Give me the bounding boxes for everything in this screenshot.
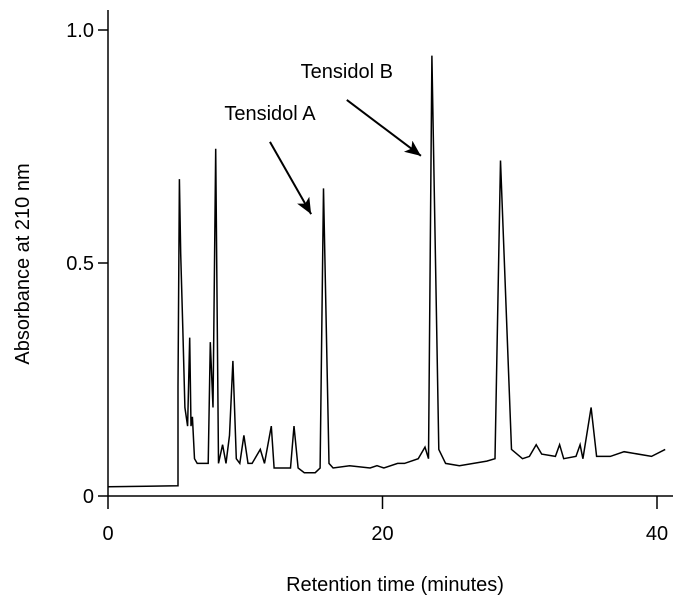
y-tick-label: 0.5 xyxy=(66,253,94,275)
y-axis-label: Absorbance at 210 nm xyxy=(12,163,34,364)
annotation-arrow xyxy=(269,141,312,215)
chromatogram-trace xyxy=(107,55,666,488)
y-tick-label: 1.0 xyxy=(66,20,94,42)
x-tick-label: 0 xyxy=(102,523,113,545)
y-axis: 0 0.5 1.0 xyxy=(66,10,109,508)
x-ticks: 0 20 40 xyxy=(102,496,668,545)
x-axis: 0 20 40 xyxy=(102,495,673,545)
x-axis-label: Retention time (minutes) xyxy=(286,574,504,596)
peak-annotations: Tensidol A Tensidol B xyxy=(224,61,422,215)
y-tick-label: 0 xyxy=(83,486,94,508)
annotation-label: Tensidol A xyxy=(224,103,316,125)
annotation-arrow xyxy=(346,99,422,157)
annotation-label: Tensidol B xyxy=(301,61,393,83)
y-ticks: 0 0.5 1.0 xyxy=(66,20,108,508)
x-tick-label: 20 xyxy=(371,523,393,545)
x-tick-label: 40 xyxy=(646,523,668,545)
